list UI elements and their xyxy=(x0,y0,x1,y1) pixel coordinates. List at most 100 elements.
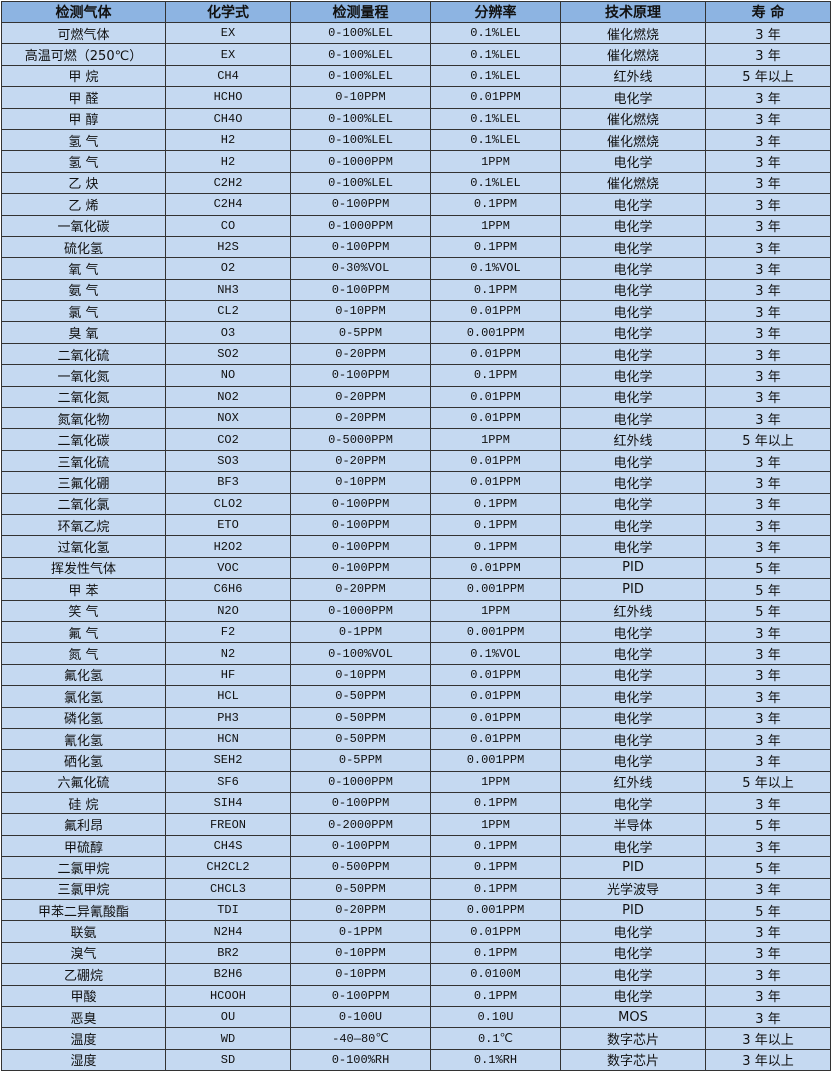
cell-formula: NO2 xyxy=(165,385,291,409)
cell-range: 0-2000PPM xyxy=(290,813,431,836)
header-lifespan: 寿 命 xyxy=(705,1,831,23)
cell-lifespan: 3 年 xyxy=(705,984,831,1007)
cell-resolution: 0.1PPM xyxy=(430,877,561,901)
cell-resolution: 0.001PPM xyxy=(430,899,561,922)
cell-lifespan: 3 年 xyxy=(705,321,831,344)
cell-formula: CL2 xyxy=(165,300,291,323)
cell-principle: 电化学 xyxy=(560,941,706,965)
cell-principle: 数字芯片 xyxy=(560,1048,706,1072)
cell-gas: 氢 气 xyxy=(1,150,166,173)
cell-formula: CO2 xyxy=(165,428,291,451)
cell-lifespan: 3 年 xyxy=(705,920,831,943)
cell-range: 0-1000PPM xyxy=(290,214,431,237)
cell-principle: 红外线 xyxy=(560,770,706,794)
cell-formula: SEH2 xyxy=(165,749,291,772)
cell-formula: NH3 xyxy=(165,278,291,302)
cell-principle: 电化学 xyxy=(560,727,706,751)
cell-resolution: 0.1PPM xyxy=(430,834,561,858)
cell-resolution: 0.01PPM xyxy=(430,920,561,943)
cell-gas: 硫化氢 xyxy=(1,235,166,259)
table-row: 挥发性气体 VOC 0-100PPM 0.01PPM PID 5 年 xyxy=(1,556,831,580)
cell-principle: 半导体 xyxy=(560,813,706,836)
cell-formula: SIH4 xyxy=(165,792,291,815)
cell-resolution: 0.1%VOL xyxy=(430,257,561,280)
cell-range: 0-50PPM xyxy=(290,685,431,708)
cell-range: 0-50PPM xyxy=(290,877,431,901)
cell-formula: HCN xyxy=(165,727,291,751)
cell-range: 0-100PPM xyxy=(290,834,431,858)
cell-principle: 光学波导 xyxy=(560,877,706,901)
cell-formula: H2O2 xyxy=(165,535,291,558)
cell-principle: 红外线 xyxy=(560,428,706,451)
cell-lifespan: 3 年 xyxy=(705,43,831,66)
cell-lifespan: 3 年 xyxy=(705,342,831,366)
cell-lifespan: 3 年 xyxy=(705,535,831,558)
cell-range: 0-20PPM xyxy=(290,899,431,922)
cell-resolution: 0.1%LEL xyxy=(430,64,561,88)
table-row: 恶臭 OU 0-100U 0.10U MOS 3 年 xyxy=(1,1005,831,1029)
cell-gas: 联氨 xyxy=(1,920,166,943)
cell-range: 0-50PPM xyxy=(290,727,431,751)
header-range: 检测量程 xyxy=(290,1,431,23)
cell-range: 0-5PPM xyxy=(290,749,431,772)
cell-formula: BF3 xyxy=(165,471,291,494)
table-row: 二氧化氯 CLO2 0-100PPM 0.1PPM 电化学 3 年 xyxy=(1,492,831,515)
cell-principle: 催化燃烧 xyxy=(560,107,706,130)
cell-lifespan: 5 年以上 xyxy=(705,428,831,451)
cell-principle: 催化燃烧 xyxy=(560,21,706,45)
cell-formula: BR2 xyxy=(165,941,291,965)
cell-formula: FREON xyxy=(165,813,291,836)
cell-formula: NO xyxy=(165,364,291,387)
table-row: 甲 苯 C6H6 0-20PPM 0.001PPM PID 5 年 xyxy=(1,578,831,601)
cell-resolution: 0.1PPM xyxy=(430,792,561,815)
cell-principle: 红外线 xyxy=(560,64,706,88)
cell-resolution: 0.01PPM xyxy=(430,449,561,473)
table-row: 三氯甲烷 CHCL3 0-50PPM 0.1PPM 光学波导 3 年 xyxy=(1,877,831,901)
cell-formula: CO xyxy=(165,214,291,237)
cell-principle: PID xyxy=(560,856,706,879)
cell-lifespan: 3 年 xyxy=(705,749,831,772)
cell-principle: 电化学 xyxy=(560,513,706,537)
cell-range: 0-1000PPM xyxy=(290,770,431,794)
cell-lifespan: 3 年 xyxy=(705,385,831,409)
cell-resolution: 0.1PPM xyxy=(430,984,561,1007)
cell-lifespan: 5 年 xyxy=(705,813,831,836)
cell-gas: 甲酸 xyxy=(1,984,166,1007)
cell-formula: CH4O xyxy=(165,107,291,130)
cell-gas: 一氧化氮 xyxy=(1,364,166,387)
table-row: 氧 气 O2 0-30%VOL 0.1%VOL 电化学 3 年 xyxy=(1,257,831,280)
cell-gas: 甲 醇 xyxy=(1,107,166,130)
cell-resolution: 0.01PPM xyxy=(430,86,561,109)
cell-gas: 甲硫醇 xyxy=(1,834,166,858)
table-row: 二氧化氮 NO2 0-20PPM 0.01PPM 电化学 3 年 xyxy=(1,385,831,409)
header-resolution: 分辨率 xyxy=(430,1,561,23)
table-row: 甲 醇 CH4O 0-100%LEL 0.1%LEL 催化燃烧 3 年 xyxy=(1,107,831,130)
cell-resolution: 0.0100M xyxy=(430,963,561,986)
cell-gas: 氟利昂 xyxy=(1,813,166,836)
table-row: 乙硼烷 B2H6 0-10PPM 0.0100M 电化学 3 年 xyxy=(1,963,831,986)
cell-formula: CHCL3 xyxy=(165,877,291,901)
cell-formula: HCHO xyxy=(165,86,291,109)
cell-gas: 过氧化氢 xyxy=(1,535,166,558)
cell-formula: CLO2 xyxy=(165,492,291,515)
cell-principle: 电化学 xyxy=(560,364,706,387)
cell-range: 0-20PPM xyxy=(290,449,431,473)
cell-resolution: 0.1%LEL xyxy=(430,21,561,45)
cell-gas: 溴气 xyxy=(1,941,166,965)
cell-range: 0-100PPM xyxy=(290,556,431,580)
cell-formula: SF6 xyxy=(165,770,291,794)
table-row: 氟 气 F2 0-1PPM 0.001PPM 电化学 3 年 xyxy=(1,620,831,644)
cell-range: 0-100PPM xyxy=(290,364,431,387)
cell-lifespan: 3 年 xyxy=(705,471,831,494)
cell-lifespan: 3 年以上 xyxy=(705,1027,831,1050)
cell-resolution: 0.01PPM xyxy=(430,663,561,687)
cell-resolution: 0.01PPM xyxy=(430,706,561,729)
header-row: 检测气体 化学式 检测量程 分辨率 技术原理 寿 命 xyxy=(1,1,831,23)
cell-gas: 三氟化硼 xyxy=(1,471,166,494)
cell-range: 0-10PPM xyxy=(290,663,431,687)
table-row: 乙 炔 C2H2 0-100%LEL 0.1%LEL 催化燃烧 3 年 xyxy=(1,171,831,195)
cell-gas: 环氧乙烷 xyxy=(1,513,166,537)
cell-principle: 电化学 xyxy=(560,214,706,237)
cell-principle: 电化学 xyxy=(560,620,706,644)
cell-lifespan: 5 年 xyxy=(705,556,831,580)
